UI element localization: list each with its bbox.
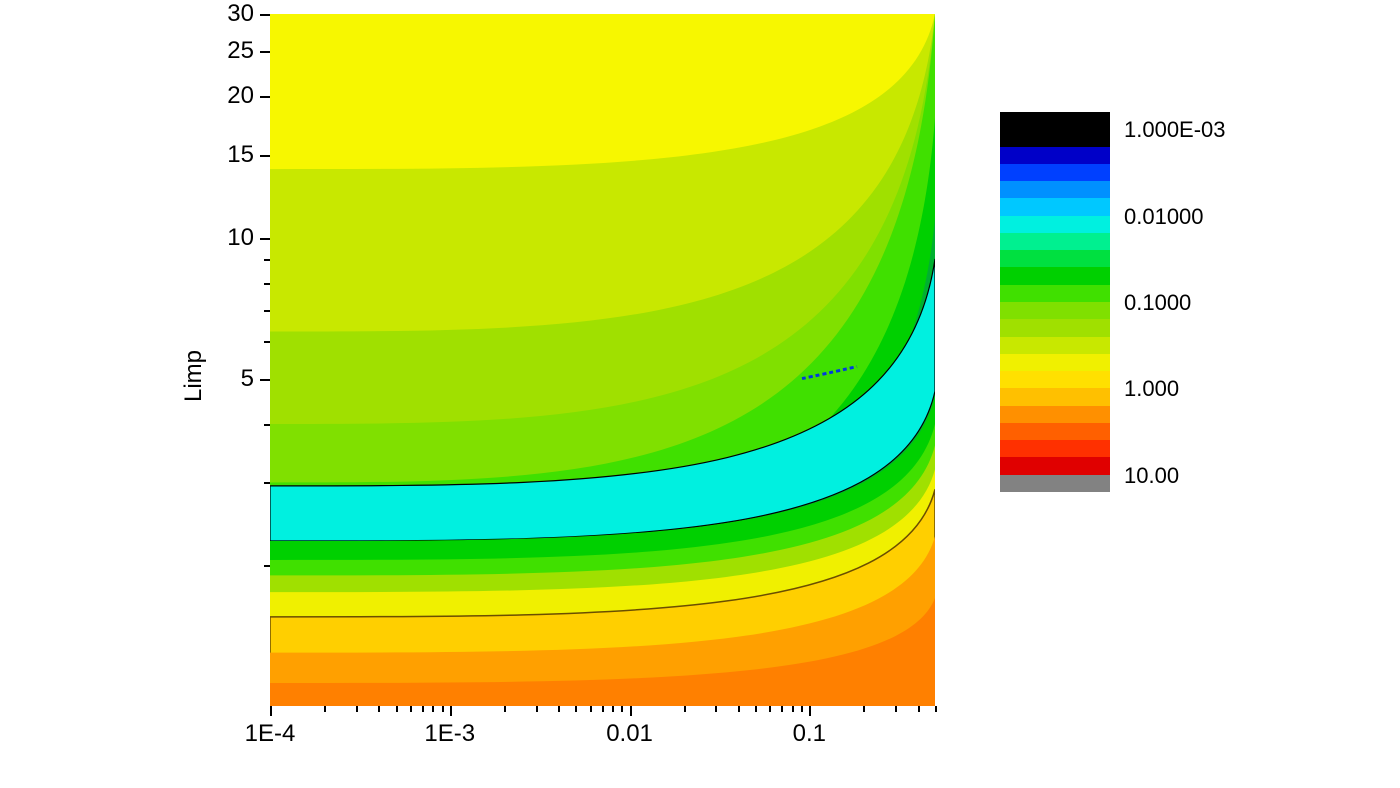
legend-band <box>1000 129 1110 147</box>
x-minor-tick <box>356 706 358 712</box>
y-tick-label: 20 <box>194 82 254 110</box>
legend-band <box>1000 181 1110 199</box>
y-tick-mark <box>260 14 270 16</box>
y-minor-tick <box>264 424 270 426</box>
x-tick-mark <box>630 706 632 716</box>
legend-band-over <box>1000 475 1110 493</box>
x-minor-tick <box>621 706 623 712</box>
x-tick-mark <box>270 706 272 716</box>
legend-tick-label: 1.000E-03 <box>1124 117 1226 143</box>
x-minor-tick <box>612 706 614 712</box>
legend-band <box>1000 233 1110 251</box>
x-minor-tick <box>590 706 592 712</box>
legend-band <box>1000 302 1110 320</box>
y-minor-tick <box>264 259 270 261</box>
x-minor-tick <box>324 706 326 712</box>
x-minor-tick <box>558 706 560 712</box>
x-minor-tick <box>536 706 538 712</box>
y-tick-mark <box>260 379 270 381</box>
legend-band <box>1000 406 1110 424</box>
legend-band <box>1000 267 1110 285</box>
x-minor-tick <box>755 706 757 712</box>
y-tick-mark <box>260 238 270 240</box>
legend-band <box>1000 457 1110 475</box>
y-tick-mark <box>260 51 270 53</box>
x-minor-tick <box>422 706 424 712</box>
y-minor-tick <box>264 482 270 484</box>
legend-band <box>1000 371 1110 389</box>
legend-band <box>1000 250 1110 268</box>
y-minor-tick <box>264 565 270 567</box>
x-minor-tick <box>935 706 937 712</box>
legend-tick-label: 0.1000 <box>1124 290 1191 316</box>
contour-plot <box>270 14 935 706</box>
x-minor-tick <box>575 706 577 712</box>
y-tick-label: 15 <box>194 141 254 169</box>
chart-container: 51015202530 1E-41E-30.010.1 Limp 1.000E-… <box>0 0 1400 788</box>
y-tick-label: 25 <box>194 37 254 65</box>
y-axis-label: Limp <box>180 349 208 401</box>
x-minor-tick <box>801 706 803 712</box>
legend-tick-label: 1.000 <box>1124 376 1179 402</box>
legend-band <box>1000 423 1110 441</box>
legend-tick-label: 0.01000 <box>1124 204 1204 230</box>
x-minor-tick <box>918 706 920 712</box>
legend-band-under <box>1000 112 1110 130</box>
legend-band <box>1000 198 1110 216</box>
x-tick-label: 0.1 <box>769 720 849 748</box>
color-legend <box>1000 112 1110 492</box>
x-minor-tick <box>792 706 794 712</box>
y-tick-mark <box>260 96 270 98</box>
x-minor-tick <box>396 706 398 712</box>
x-tick-mark <box>450 706 452 716</box>
legend-band <box>1000 147 1110 165</box>
legend-band <box>1000 337 1110 355</box>
x-minor-tick <box>738 706 740 712</box>
legend-band <box>1000 440 1110 458</box>
x-tick-label: 1E-4 <box>230 720 310 748</box>
y-minor-tick <box>264 310 270 312</box>
x-minor-tick <box>378 706 380 712</box>
x-minor-tick <box>504 706 506 712</box>
legend-band <box>1000 216 1110 234</box>
x-minor-tick <box>442 706 444 712</box>
x-minor-tick <box>781 706 783 712</box>
y-minor-tick <box>264 283 270 285</box>
x-minor-tick <box>863 706 865 712</box>
legend-tick-label: 10.00 <box>1124 463 1179 489</box>
y-tick-mark <box>260 155 270 157</box>
x-tick-label: 0.01 <box>590 720 670 748</box>
legend-band <box>1000 164 1110 182</box>
legend-band <box>1000 388 1110 406</box>
legend-band <box>1000 285 1110 303</box>
x-minor-tick <box>410 706 412 712</box>
x-tick-mark <box>809 706 811 716</box>
x-minor-tick <box>684 706 686 712</box>
x-tick-label: 1E-3 <box>410 720 490 748</box>
legend-band <box>1000 319 1110 337</box>
y-tick-label: 30 <box>194 0 254 28</box>
y-tick-label: 10 <box>194 224 254 252</box>
contour-svg <box>270 14 935 706</box>
x-minor-tick <box>895 706 897 712</box>
y-minor-tick <box>264 341 270 343</box>
legend-band <box>1000 354 1110 372</box>
x-minor-tick <box>715 706 717 712</box>
x-minor-tick <box>432 706 434 712</box>
x-minor-tick <box>602 706 604 712</box>
x-minor-tick <box>769 706 771 712</box>
